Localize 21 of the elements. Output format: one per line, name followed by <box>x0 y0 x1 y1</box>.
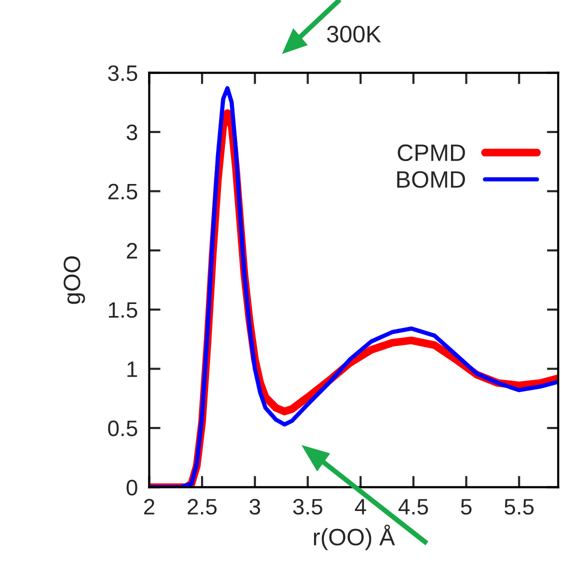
legend-label: CPMD <box>398 144 465 162</box>
x-tick-label: 4.5 <box>398 499 428 515</box>
x-tick-label: 5 <box>460 499 472 515</box>
y-tick-label: 3 <box>126 124 138 140</box>
x-tick-label: 2 <box>144 498 154 514</box>
y-axis-title: gOO <box>64 256 86 304</box>
legend-label: BOMD <box>397 171 465 188</box>
y-tick-label: 2 <box>126 242 137 258</box>
y-tick-label: 0 <box>126 480 138 496</box>
y-tick-label: 1 <box>127 362 138 377</box>
x-tick-label: 3 <box>250 498 260 515</box>
y-tick-label: 1.5 <box>108 302 138 318</box>
x-tick-label: 2.5 <box>188 498 217 515</box>
chart-title: 300K <box>327 26 382 42</box>
x-axis-title: r(OO) Å <box>314 524 395 550</box>
x-tick-label: 5.5 <box>504 499 534 515</box>
x-tick-label: 3.5 <box>293 498 322 515</box>
x-tick-label: 4 <box>354 499 366 514</box>
y-tick-label: 2.5 <box>108 184 138 200</box>
y-tick-label: 3.5 <box>108 65 138 82</box>
y-tick-label: 0.5 <box>108 420 138 436</box>
